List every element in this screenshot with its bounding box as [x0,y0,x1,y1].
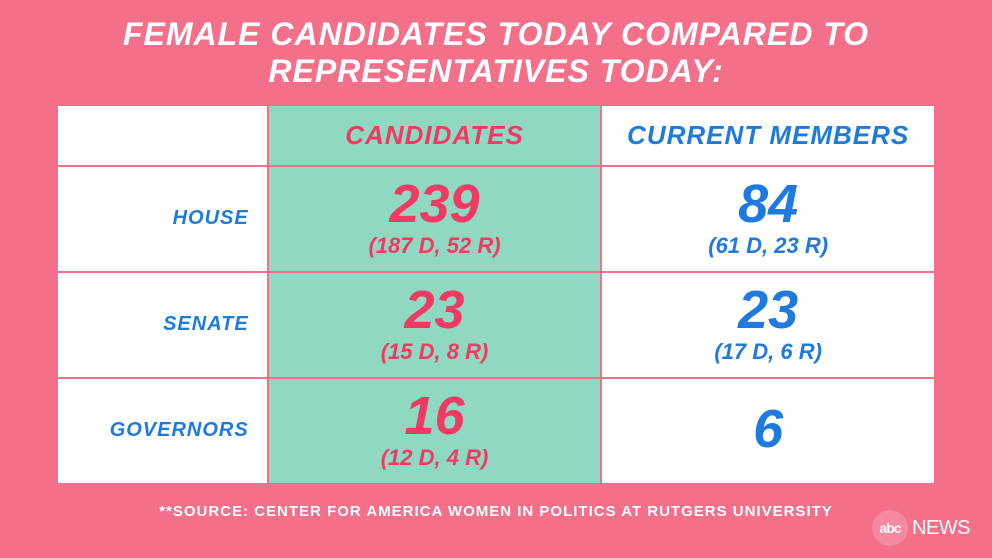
cell-members: 84(61 D, 23 R) [601,166,935,272]
comparison-table-wrap: CANDIDATES CURRENT MEMBERS HOUSE239(187 … [56,104,936,485]
header-current-members: CURRENT MEMBERS [601,105,935,166]
table-body: HOUSE239(187 D, 52 R)84(61 D, 23 R)SENAT… [57,166,935,484]
source-footnote: **SOURCE: CENTER FOR AMERICA WOMEN IN PO… [0,503,992,520]
cell-value: 23 [275,283,595,337]
cell-detail: (12 D, 4 R) [275,445,595,471]
table-row: HOUSE239(187 D, 52 R)84(61 D, 23 R) [57,166,935,272]
cell-value: 16 [275,389,595,443]
cell-detail: (187 D, 52 R) [275,233,595,259]
cell-detail: (17 D, 6 R) [608,339,928,365]
table-row: SENATE23(15 D, 8 R)23(17 D, 6 R) [57,272,935,378]
abc-logo-circle: abc [872,510,908,546]
cell-value: 239 [275,177,595,231]
abc-news-logo: abc NEWS [872,510,970,546]
cell-candidates: 16(12 D, 4 R) [268,378,602,484]
table-header-row: CANDIDATES CURRENT MEMBERS [57,105,935,166]
news-logo-text: NEWS [912,517,970,540]
row-label: GOVERNORS [57,378,268,484]
cell-candidates: 23(15 D, 8 R) [268,272,602,378]
cell-members: 6 [601,378,935,484]
cell-members: 23(17 D, 6 R) [601,272,935,378]
table-row: GOVERNORS16(12 D, 4 R)6 [57,378,935,484]
cell-value: 23 [608,283,928,337]
cell-value: 84 [608,177,928,231]
header-blank [57,105,268,166]
cell-detail: (15 D, 8 R) [275,339,595,365]
cell-candidates: 239(187 D, 52 R) [268,166,602,272]
row-label: SENATE [57,272,268,378]
page-title: FEMALE CANDIDATES TODAY COMPARED TO REPR… [0,0,992,100]
cell-value: 6 [608,402,928,456]
comparison-table: CANDIDATES CURRENT MEMBERS HOUSE239(187 … [56,104,936,485]
header-candidates: CANDIDATES [268,105,602,166]
cell-detail: (61 D, 23 R) [608,233,928,259]
row-label: HOUSE [57,166,268,272]
